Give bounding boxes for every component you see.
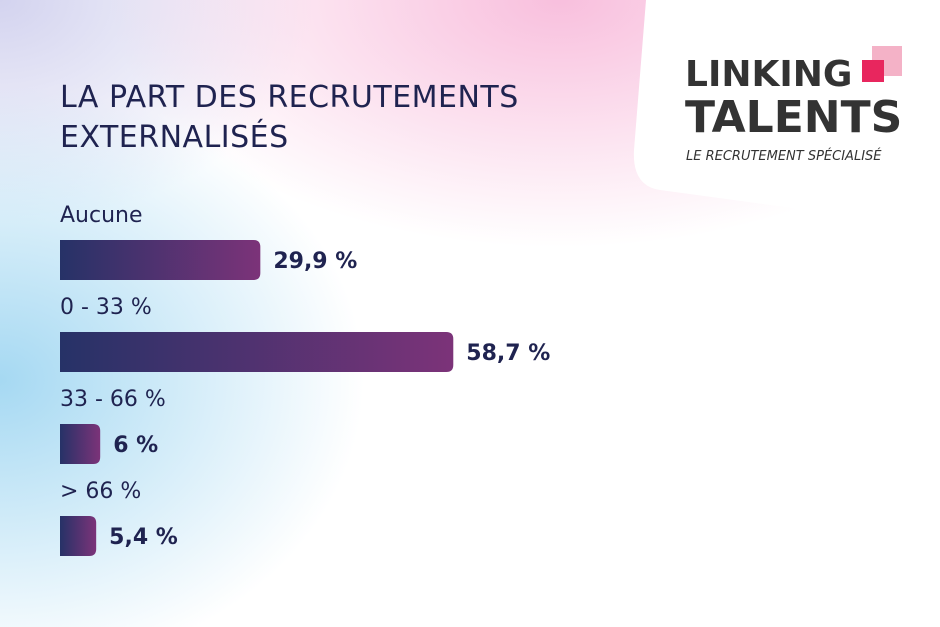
logo-tagline: LE RECRUTEMENT SPÉCIALISÉ — [686, 148, 882, 164]
category-label: 0 - 33 % — [60, 295, 152, 320]
logo-card — [633, 0, 940, 228]
value-label: 58,7 % — [466, 341, 550, 366]
logo-square-front — [862, 60, 884, 82]
value-label: 5,4 % — [109, 525, 178, 550]
chart-title: LA PART DES RECRUTEMENTS EXTERNALISÉS — [60, 80, 519, 155]
category-label: > 66 % — [60, 479, 141, 504]
value-label: 6 % — [113, 433, 158, 458]
category-label: Aucune — [60, 203, 143, 228]
bar — [60, 332, 454, 372]
bar — [60, 516, 97, 556]
value-label: 29,9 % — [273, 249, 357, 274]
logo-line1: LINKING — [685, 54, 852, 95]
bars: Aucune 29,9 % 0 - 33 % 58,7 % 33 - 66 % 6 % > … — [60, 203, 550, 556]
logo-line2: TALENTS — [685, 92, 902, 143]
bar — [60, 240, 261, 280]
category-label: 33 - 66 % — [60, 387, 166, 412]
bar — [60, 424, 101, 464]
